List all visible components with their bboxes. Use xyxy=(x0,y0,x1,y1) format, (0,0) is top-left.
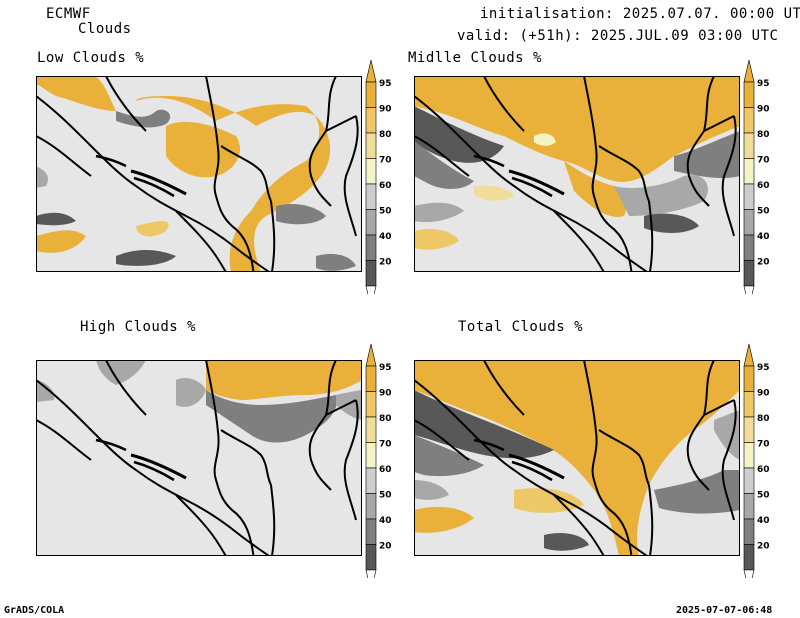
colorbar-label: 50 xyxy=(379,207,392,217)
colorbar-label: 95 xyxy=(379,79,392,89)
colorbar-swatch xyxy=(365,132,377,159)
colorbar-label: 95 xyxy=(757,363,770,373)
colorbar-swatch xyxy=(365,416,377,443)
colorbar-swatch xyxy=(743,518,755,545)
colorbar-high: 95 90 80 70 60 50 40 20 xyxy=(365,343,392,578)
colorbar-label: 40 xyxy=(379,232,392,242)
panel-title-high: High Clouds % xyxy=(80,319,197,335)
colorbar-swatch xyxy=(365,81,377,108)
colorbar-label: 50 xyxy=(757,207,770,217)
panel-title-low: Low Clouds % xyxy=(37,50,145,66)
colorbar-swatch xyxy=(743,234,755,261)
colorbar-swatch xyxy=(743,442,755,469)
colorbar-swatch xyxy=(365,158,377,185)
cloud-field xyxy=(414,76,740,250)
colorbar-swatch xyxy=(365,544,377,571)
colorbar-swatch xyxy=(743,107,755,134)
colorbar-swatch xyxy=(743,209,755,236)
colorbar-label: 80 xyxy=(379,414,392,424)
colorbar-swatch xyxy=(365,391,377,418)
colorbar-top-arrow xyxy=(365,59,377,83)
colorbar-label: 70 xyxy=(379,440,392,450)
colorbar-label: 90 xyxy=(379,389,392,399)
product-name: Clouds xyxy=(78,21,132,37)
colorbar-swatch xyxy=(365,234,377,261)
colorbar-swatch xyxy=(743,544,755,571)
footer-timestamp: 2025-07-07-06:48 xyxy=(676,605,773,616)
colorbar-swatch xyxy=(743,365,755,392)
colorbar-label: 70 xyxy=(757,156,770,166)
low-clouds-map xyxy=(36,76,362,272)
colorbar-label: 60 xyxy=(757,465,770,475)
colorbar-label: 90 xyxy=(757,389,770,399)
colorbar-label: 80 xyxy=(379,130,392,140)
colorbar-swatch xyxy=(365,467,377,494)
colorbar-label: 90 xyxy=(757,105,770,115)
colorbar-swatch xyxy=(365,107,377,134)
colorbar-label: 20 xyxy=(379,542,392,552)
colorbar-swatch xyxy=(365,442,377,469)
colorbar-bottom-arrow xyxy=(365,285,377,294)
colorbar-swatch xyxy=(743,183,755,210)
valid-time: valid: (+51h): 2025.JUL.09 03:00 UTC xyxy=(457,28,779,44)
colorbar-label: 95 xyxy=(379,363,392,373)
colorbar-label: 95 xyxy=(757,79,770,89)
middle-clouds-map xyxy=(414,76,740,272)
colorbar-swatch xyxy=(743,391,755,418)
colorbar-label: 50 xyxy=(379,491,392,501)
colorbar-label: 40 xyxy=(757,232,770,242)
colorbar-swatch xyxy=(365,518,377,545)
footer-credit: GrADS/COLA xyxy=(4,605,65,616)
panel-title-total: Total Clouds % xyxy=(458,319,584,335)
colorbar-label: 50 xyxy=(757,491,770,501)
colorbar-label: 80 xyxy=(757,130,770,140)
colorbar-swatch xyxy=(743,467,755,494)
colorbar-label: 60 xyxy=(379,465,392,475)
cloud-field xyxy=(36,76,356,272)
colorbar-label: 20 xyxy=(379,258,392,268)
colorbar-swatch xyxy=(365,365,377,392)
colorbar-label: 70 xyxy=(379,156,392,166)
colorbar-label: 80 xyxy=(757,414,770,424)
colorbar-swatch xyxy=(365,493,377,520)
colorbar-label: 40 xyxy=(757,516,770,526)
colorbar-low: 95 90 80 70 60 50 40 20 xyxy=(365,59,392,294)
colorbar-swatch xyxy=(743,260,755,287)
total-clouds-map xyxy=(414,360,740,556)
colorbar-swatch xyxy=(743,158,755,185)
colorbar-total: 95 90 80 70 60 50 40 20 xyxy=(743,343,770,578)
colorbar-swatch xyxy=(365,183,377,210)
panel-title-middle: Midlle Clouds % xyxy=(408,50,542,66)
colorbar-swatch xyxy=(743,132,755,159)
colorbar-label: 70 xyxy=(757,440,770,450)
colorbar-label: 90 xyxy=(379,105,392,115)
colorbar-swatch xyxy=(743,416,755,443)
cloud-field xyxy=(414,360,740,556)
colorbar-label: 60 xyxy=(379,181,392,191)
colorbar-label: 20 xyxy=(757,258,770,268)
colorbar-top-arrow xyxy=(743,59,755,83)
model-name: ECMWF xyxy=(46,6,91,22)
colorbar-swatch xyxy=(365,260,377,287)
colorbar-middle: 95 90 80 70 60 50 40 20 xyxy=(743,59,770,294)
colorbar-label: 60 xyxy=(757,181,770,191)
high-clouds-map xyxy=(36,360,362,556)
colorbar-label: 20 xyxy=(757,542,770,552)
colorbar-swatch xyxy=(365,209,377,236)
colorbar-swatch xyxy=(743,81,755,108)
colorbar-bottom-arrow xyxy=(743,285,755,294)
init-time: initialisation: 2025.07.07. 00:00 UTC xyxy=(480,6,800,22)
colorbar-bottom-arrow xyxy=(365,569,377,578)
colorbar-top-arrow xyxy=(365,343,377,367)
colorbar-bottom-arrow xyxy=(743,569,755,578)
colorbar-label: 40 xyxy=(379,516,392,526)
colorbar-top-arrow xyxy=(743,343,755,367)
cloud-field xyxy=(36,360,362,443)
colorbar-swatch xyxy=(743,493,755,520)
